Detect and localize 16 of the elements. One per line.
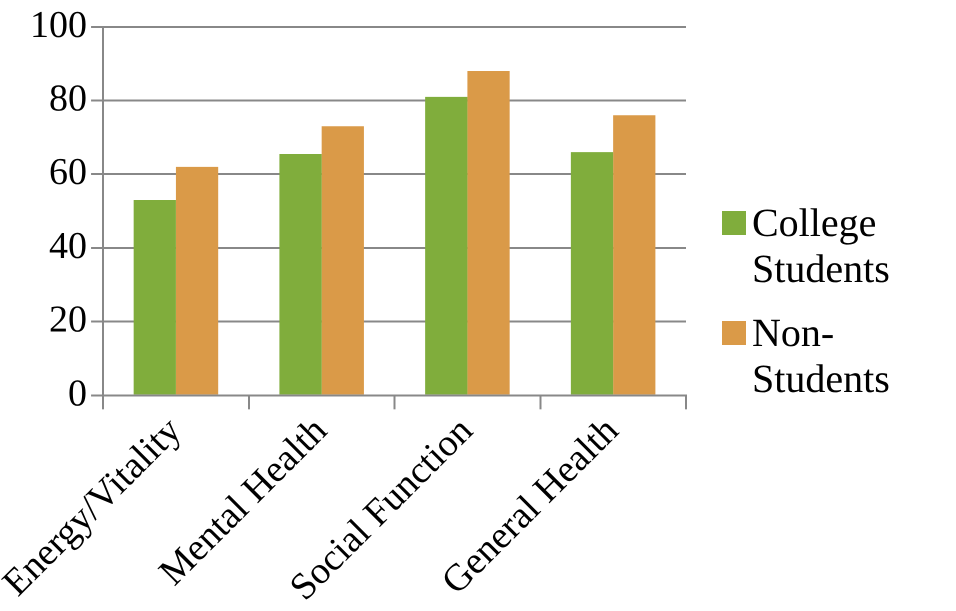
y-tick-label: 20 — [49, 298, 88, 341]
bar — [467, 71, 510, 394]
bar — [613, 115, 656, 394]
bar — [176, 166, 218, 394]
bar — [322, 126, 364, 394]
y-tick-label: 0 — [68, 372, 88, 414]
bar — [570, 152, 614, 394]
y-tick-label: 80 — [49, 77, 88, 120]
bar — [134, 200, 176, 394]
legend-label: Non-Students — [752, 310, 891, 402]
y-tick-label: 100 — [30, 4, 88, 46]
y-tick-label: 60 — [49, 151, 88, 194]
legend-label: College Students — [752, 200, 891, 292]
bar — [425, 96, 468, 394]
bar — [279, 154, 322, 394]
y-tick-label: 40 — [49, 224, 88, 267]
